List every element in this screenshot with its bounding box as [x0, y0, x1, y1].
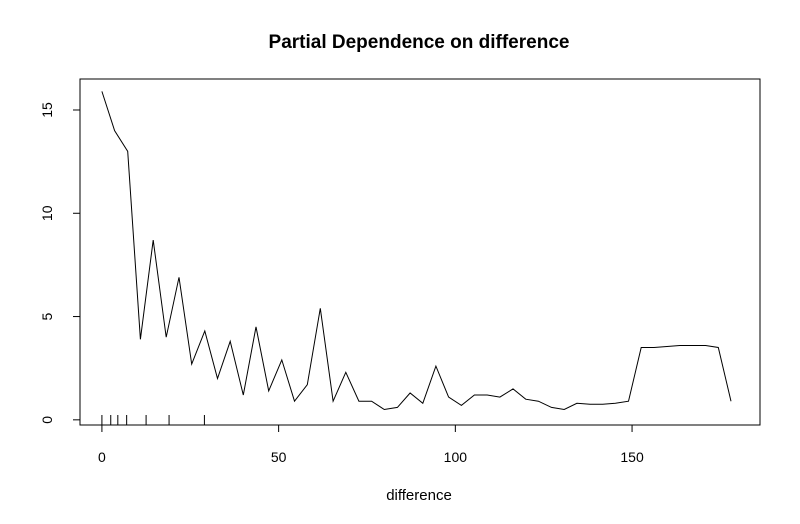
y-tick-label: 0 [39, 416, 55, 424]
series-line-0 [101, 91, 732, 411]
x-tick-label: 100 [444, 449, 468, 465]
y-tick-label: 10 [39, 205, 55, 221]
x-tick-label: 50 [271, 449, 287, 465]
y-axis: 0 5 10 15 [39, 102, 81, 424]
y-tick-label: 5 [39, 312, 55, 320]
x-tick-label: 150 [620, 449, 644, 465]
rug-layer [101, 415, 205, 425]
x-axis: 0 50 100 150 [98, 424, 644, 465]
x-axis-label: difference [386, 487, 452, 504]
y-tick-label: 15 [39, 102, 55, 118]
plot-frame [79, 78, 761, 426]
series-layer [101, 91, 732, 411]
chart-title: Partial Dependence on difference [269, 32, 570, 53]
x-tick-label: 0 [98, 449, 106, 465]
